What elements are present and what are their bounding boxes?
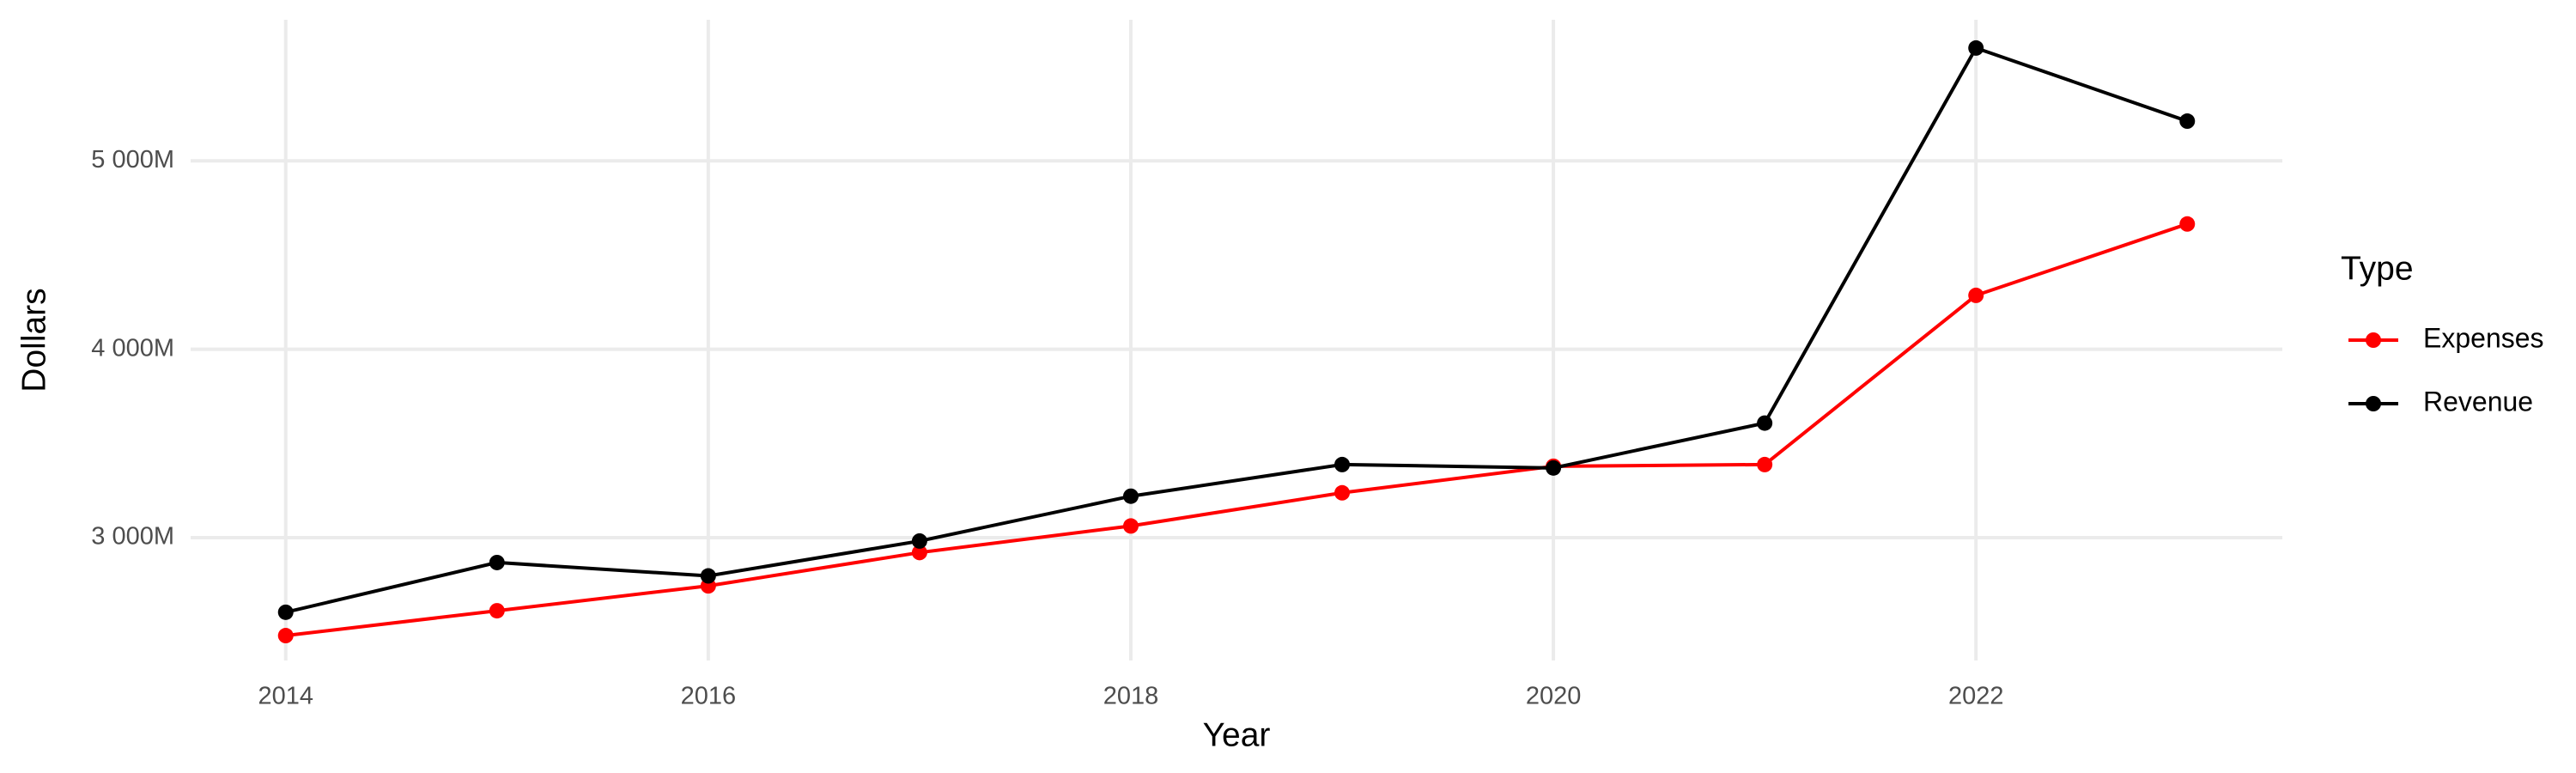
data-point xyxy=(1757,415,1773,431)
x-tick-label: 2018 xyxy=(1103,683,1159,710)
x-tick-label: 2022 xyxy=(1948,683,2004,710)
data-point xyxy=(911,533,927,549)
series-line xyxy=(285,46,2188,614)
data-point xyxy=(1968,40,1984,56)
plot-area xyxy=(277,40,2196,644)
data-point xyxy=(911,545,927,561)
x-tick-label: 2016 xyxy=(681,683,737,710)
data-point xyxy=(1334,456,1351,472)
data-point xyxy=(700,568,716,584)
x-axis-title: Year xyxy=(1203,716,1271,753)
x-tick-label: 2020 xyxy=(1526,683,1582,710)
data-point xyxy=(489,554,505,570)
y-axis-title: Dollars xyxy=(15,288,52,392)
data-point xyxy=(2179,113,2196,130)
data-point xyxy=(1757,456,1773,472)
y-tick-label: 4 000M xyxy=(91,334,174,362)
data-point xyxy=(1122,488,1139,504)
series-line xyxy=(285,222,2188,638)
y-tick-label: 3 000M xyxy=(91,523,174,551)
data-point xyxy=(1968,287,1984,303)
legend-key-point xyxy=(2366,396,2381,411)
data-point xyxy=(2179,216,2196,232)
data-point xyxy=(1122,518,1139,534)
y-tick-label: 5 000M xyxy=(91,146,174,173)
x-tick-label: 2014 xyxy=(258,683,313,710)
data-point xyxy=(1546,460,1562,476)
data-point xyxy=(489,603,505,619)
data-point xyxy=(277,604,294,620)
legend: Type Expenses Revenue xyxy=(2341,250,2544,417)
grid xyxy=(191,20,2282,660)
legend-label: Revenue xyxy=(2423,386,2533,417)
legend-title: Type xyxy=(2341,250,2414,287)
legend-label: Expenses xyxy=(2423,322,2544,353)
data-point xyxy=(277,628,294,644)
legend-key-point xyxy=(2366,332,2381,348)
data-point xyxy=(1334,484,1351,501)
